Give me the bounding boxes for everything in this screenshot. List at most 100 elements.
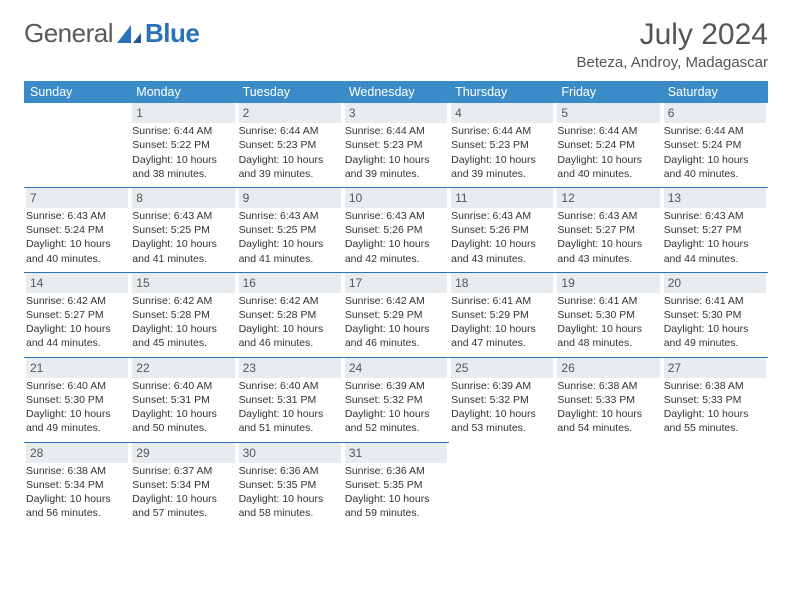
daylight-text: Daylight: 10 hours and 46 minutes. <box>239 322 341 350</box>
calendar-cell: 28Sunrise: 6:38 AMSunset: 5:34 PMDayligh… <box>24 442 130 526</box>
day-info: Sunrise: 6:39 AMSunset: 5:32 PMDaylight:… <box>345 379 447 436</box>
day-info: Sunrise: 6:44 AMSunset: 5:23 PMDaylight:… <box>239 124 341 181</box>
sunrise-text: Sunrise: 6:38 AM <box>664 379 766 393</box>
daylight-text: Daylight: 10 hours and 44 minutes. <box>26 322 128 350</box>
logo-word1: General <box>24 18 113 49</box>
day-info: Sunrise: 6:44 AMSunset: 5:24 PMDaylight:… <box>664 124 766 181</box>
day-number: 30 <box>239 443 341 463</box>
day-header: Monday <box>130 81 236 103</box>
calendar-cell: 20Sunrise: 6:41 AMSunset: 5:30 PMDayligh… <box>662 272 768 357</box>
day-info: Sunrise: 6:43 AMSunset: 5:26 PMDaylight:… <box>345 209 447 266</box>
daylight-text: Daylight: 10 hours and 44 minutes. <box>664 237 766 265</box>
sunrise-text: Sunrise: 6:37 AM <box>132 464 234 478</box>
day-info: Sunrise: 6:40 AMSunset: 5:30 PMDaylight:… <box>26 379 128 436</box>
daylight-text: Daylight: 10 hours and 40 minutes. <box>26 237 128 265</box>
day-info: Sunrise: 6:42 AMSunset: 5:28 PMDaylight:… <box>132 294 234 351</box>
sunset-text: Sunset: 5:31 PM <box>132 393 234 407</box>
sunrise-text: Sunrise: 6:41 AM <box>664 294 766 308</box>
sunrise-text: Sunrise: 6:42 AM <box>132 294 234 308</box>
sunrise-text: Sunrise: 6:41 AM <box>451 294 553 308</box>
calendar-cell: 3Sunrise: 6:44 AMSunset: 5:23 PMDaylight… <box>343 103 449 187</box>
logo-sail-icon <box>115 23 143 45</box>
day-number: 9 <box>239 188 341 208</box>
sunrise-text: Sunrise: 6:41 AM <box>557 294 659 308</box>
daylight-text: Daylight: 10 hours and 41 minutes. <box>239 237 341 265</box>
day-number: 1 <box>132 103 234 123</box>
sunrise-text: Sunrise: 6:36 AM <box>239 464 341 478</box>
day-info: Sunrise: 6:41 AMSunset: 5:30 PMDaylight:… <box>557 294 659 351</box>
day-info: Sunrise: 6:43 AMSunset: 5:26 PMDaylight:… <box>451 209 553 266</box>
calendar-cell: 7Sunrise: 6:43 AMSunset: 5:24 PMDaylight… <box>24 187 130 272</box>
daylight-text: Daylight: 10 hours and 40 minutes. <box>664 153 766 181</box>
sunset-text: Sunset: 5:32 PM <box>345 393 447 407</box>
sunrise-text: Sunrise: 6:44 AM <box>345 124 447 138</box>
daylight-text: Daylight: 10 hours and 45 minutes. <box>132 322 234 350</box>
sunset-text: Sunset: 5:23 PM <box>345 138 447 152</box>
daylight-text: Daylight: 10 hours and 39 minutes. <box>451 153 553 181</box>
sunset-text: Sunset: 5:30 PM <box>26 393 128 407</box>
calendar-cell: 22Sunrise: 6:40 AMSunset: 5:31 PMDayligh… <box>130 357 236 442</box>
sunset-text: Sunset: 5:29 PM <box>451 308 553 322</box>
calendar-cell <box>449 442 555 526</box>
day-info: Sunrise: 6:41 AMSunset: 5:30 PMDaylight:… <box>664 294 766 351</box>
calendar-cell <box>555 442 661 526</box>
calendar-cell: 16Sunrise: 6:42 AMSunset: 5:28 PMDayligh… <box>237 272 343 357</box>
day-info: Sunrise: 6:36 AMSunset: 5:35 PMDaylight:… <box>239 464 341 521</box>
daylight-text: Daylight: 10 hours and 57 minutes. <box>132 492 234 520</box>
daylight-text: Daylight: 10 hours and 42 minutes. <box>345 237 447 265</box>
day-info: Sunrise: 6:40 AMSunset: 5:31 PMDaylight:… <box>132 379 234 436</box>
calendar-cell: 2Sunrise: 6:44 AMSunset: 5:23 PMDaylight… <box>237 103 343 187</box>
day-number: 23 <box>239 358 341 378</box>
day-info: Sunrise: 6:43 AMSunset: 5:27 PMDaylight:… <box>557 209 659 266</box>
calendar-cell: 11Sunrise: 6:43 AMSunset: 5:26 PMDayligh… <box>449 187 555 272</box>
sunset-text: Sunset: 5:28 PM <box>239 308 341 322</box>
calendar-table: SundayMondayTuesdayWednesdayThursdayFrid… <box>24 81 768 526</box>
logo-word2: Blue <box>145 18 199 49</box>
day-number: 10 <box>345 188 447 208</box>
sunset-text: Sunset: 5:23 PM <box>451 138 553 152</box>
day-number: 16 <box>239 273 341 293</box>
daylight-text: Daylight: 10 hours and 55 minutes. <box>664 407 766 435</box>
day-number: 4 <box>451 103 553 123</box>
day-number: 28 <box>26 443 128 463</box>
sunrise-text: Sunrise: 6:43 AM <box>345 209 447 223</box>
daylight-text: Daylight: 10 hours and 49 minutes. <box>664 322 766 350</box>
title-block: July 2024 Beteza, Androy, Madagascar <box>577 18 769 71</box>
day-info: Sunrise: 6:44 AMSunset: 5:23 PMDaylight:… <box>451 124 553 181</box>
day-info: Sunrise: 6:38 AMSunset: 5:33 PMDaylight:… <box>664 379 766 436</box>
daylight-text: Daylight: 10 hours and 41 minutes. <box>132 237 234 265</box>
day-info: Sunrise: 6:42 AMSunset: 5:28 PMDaylight:… <box>239 294 341 351</box>
sunrise-text: Sunrise: 6:43 AM <box>557 209 659 223</box>
calendar-body: 1Sunrise: 6:44 AMSunset: 5:22 PMDaylight… <box>24 103 768 526</box>
daylight-text: Daylight: 10 hours and 58 minutes. <box>239 492 341 520</box>
day-number: 21 <box>26 358 128 378</box>
calendar-cell: 18Sunrise: 6:41 AMSunset: 5:29 PMDayligh… <box>449 272 555 357</box>
calendar-cell: 14Sunrise: 6:42 AMSunset: 5:27 PMDayligh… <box>24 272 130 357</box>
day-info: Sunrise: 6:36 AMSunset: 5:35 PMDaylight:… <box>345 464 447 521</box>
calendar-cell: 30Sunrise: 6:36 AMSunset: 5:35 PMDayligh… <box>237 442 343 526</box>
sunset-text: Sunset: 5:30 PM <box>664 308 766 322</box>
sunset-text: Sunset: 5:22 PM <box>132 138 234 152</box>
sunset-text: Sunset: 5:26 PM <box>451 223 553 237</box>
daylight-text: Daylight: 10 hours and 47 minutes. <box>451 322 553 350</box>
calendar-cell: 13Sunrise: 6:43 AMSunset: 5:27 PMDayligh… <box>662 187 768 272</box>
day-info: Sunrise: 6:42 AMSunset: 5:27 PMDaylight:… <box>26 294 128 351</box>
daylight-text: Daylight: 10 hours and 46 minutes. <box>345 322 447 350</box>
sunset-text: Sunset: 5:35 PM <box>239 478 341 492</box>
day-header: Sunday <box>24 81 130 103</box>
sunrise-text: Sunrise: 6:40 AM <box>26 379 128 393</box>
sunset-text: Sunset: 5:31 PM <box>239 393 341 407</box>
day-number: 19 <box>557 273 659 293</box>
day-header: Thursday <box>449 81 555 103</box>
sunrise-text: Sunrise: 6:39 AM <box>451 379 553 393</box>
daylight-text: Daylight: 10 hours and 48 minutes. <box>557 322 659 350</box>
calendar-cell: 19Sunrise: 6:41 AMSunset: 5:30 PMDayligh… <box>555 272 661 357</box>
calendar-cell: 25Sunrise: 6:39 AMSunset: 5:32 PMDayligh… <box>449 357 555 442</box>
sunset-text: Sunset: 5:26 PM <box>345 223 447 237</box>
day-number: 18 <box>451 273 553 293</box>
daylight-text: Daylight: 10 hours and 38 minutes. <box>132 153 234 181</box>
calendar-cell: 6Sunrise: 6:44 AMSunset: 5:24 PMDaylight… <box>662 103 768 187</box>
sunrise-text: Sunrise: 6:43 AM <box>451 209 553 223</box>
day-info: Sunrise: 6:37 AMSunset: 5:34 PMDaylight:… <box>132 464 234 521</box>
day-info: Sunrise: 6:42 AMSunset: 5:29 PMDaylight:… <box>345 294 447 351</box>
